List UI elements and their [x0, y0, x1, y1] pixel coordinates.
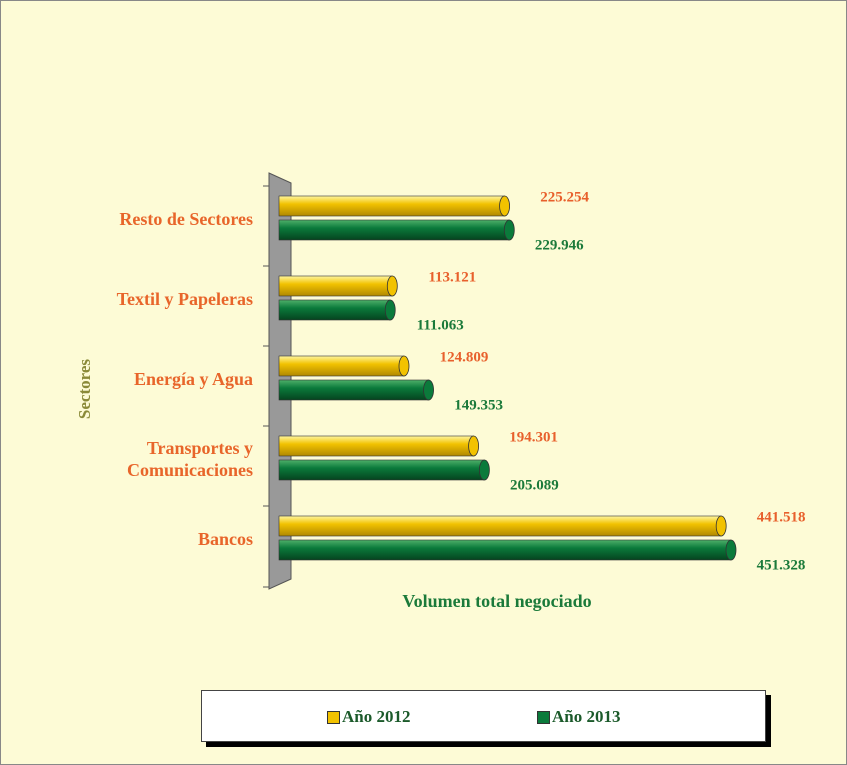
category-label: Transportes y Comunicaciones: [127, 438, 253, 480]
legend-item: Año 2013: [537, 707, 620, 727]
data-label: 229.946: [535, 237, 584, 253]
category-label: Energía y Agua: [133, 369, 253, 389]
data-label: 113.121: [428, 269, 476, 285]
legend: Año 2012 Año 2013: [201, 690, 766, 742]
legend-swatch: [537, 710, 550, 724]
bar: [278, 355, 410, 377]
data-label: 124.809: [440, 349, 489, 365]
y-axis-title: Sectores: [75, 359, 94, 419]
bar: [278, 195, 510, 217]
bar: [278, 219, 515, 241]
data-label: 225.254: [540, 189, 589, 205]
axis-ticks: [263, 185, 269, 588]
legend-label: Año 2012: [342, 707, 411, 726]
bar: [278, 515, 727, 537]
data-label: 149.353: [454, 397, 503, 413]
bar: [278, 379, 434, 401]
bar: [278, 435, 479, 457]
legend-item: Año 2012: [327, 707, 410, 727]
bar: [278, 275, 398, 297]
category-label: Resto de Sectores: [119, 209, 253, 229]
category-label: Textil y Papeleras: [116, 289, 253, 309]
bar: [278, 539, 737, 561]
legend-label: Año 2013: [552, 707, 621, 726]
data-label: 441.518: [757, 509, 806, 525]
bar: [278, 459, 490, 481]
data-label: 111.063: [417, 317, 464, 333]
legend-swatch: [327, 710, 340, 724]
bar: [278, 299, 396, 321]
data-label: 194.301: [509, 429, 558, 445]
category-label: Bancos: [197, 529, 253, 549]
data-label: 205.089: [510, 477, 559, 493]
data-label: 451.328: [757, 557, 806, 573]
x-axis-title: Volumen total negociado: [402, 591, 591, 611]
